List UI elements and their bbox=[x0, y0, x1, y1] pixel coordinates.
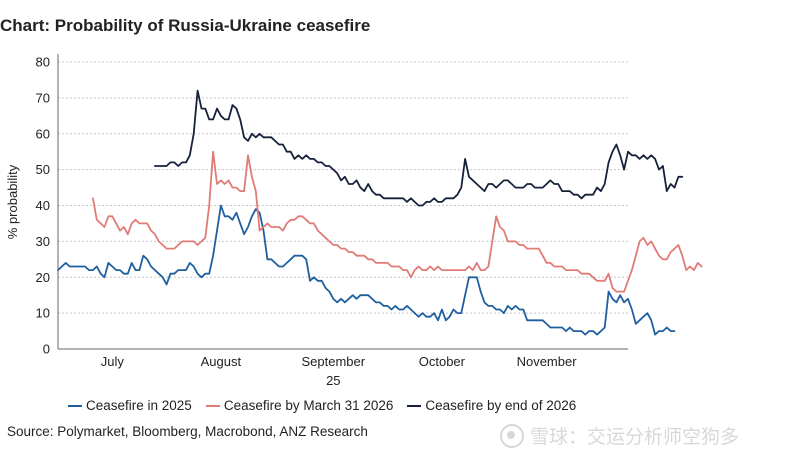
legend-item-ceasefire-end-2026: Ceasefire by end of 2026 bbox=[407, 398, 576, 413]
watermark-text: 雪球：交运分析师空狗多 bbox=[530, 427, 740, 448]
legend-label: Ceasefire by end of 2026 bbox=[425, 398, 577, 413]
y-tick-label: 70 bbox=[36, 90, 50, 105]
legend-label: Ceasefire by March 31 2026 bbox=[223, 398, 394, 413]
y-tick-label: 10 bbox=[36, 306, 50, 321]
series-line-1 bbox=[92, 150, 703, 293]
legend-swatch bbox=[68, 404, 82, 407]
legend-label: Ceasefire in 2025 bbox=[86, 398, 192, 413]
legend: Ceasefire in 2025 Ceasefire by March 31 … bbox=[68, 398, 576, 413]
x-tick-label: October bbox=[419, 354, 466, 369]
series-lines bbox=[57, 89, 703, 336]
x-tick-label: November bbox=[517, 354, 578, 369]
y-tick-label: 20 bbox=[36, 270, 50, 285]
line-chart: 0 10 20 30 40 50 60 70 80 July August September 25 Oc… bbox=[5, 54, 703, 389]
y-tick-label: 60 bbox=[36, 126, 50, 141]
y-tick-label: 0 bbox=[43, 342, 50, 357]
snowball-logo-icon bbox=[500, 423, 524, 448]
chart-title: Chart: Probability of Russia-Ukraine cea… bbox=[0, 16, 371, 35]
x-tick-label: July bbox=[101, 354, 125, 369]
gridlines bbox=[58, 61, 628, 314]
y-tick-label: 40 bbox=[36, 198, 50, 213]
source-note: Source: Polymarket, Bloomberg, Macrobond… bbox=[7, 424, 368, 439]
tick-labels: 0 10 20 30 40 50 60 70 80 July August September 25 Oc… bbox=[36, 55, 578, 389]
y-axis-title: % probability bbox=[5, 164, 20, 239]
y-tick-label: 50 bbox=[36, 162, 50, 177]
x-tick-sublabel: 25 bbox=[326, 373, 340, 388]
x-tick-label: September bbox=[302, 354, 366, 369]
series-line-2 bbox=[153, 89, 684, 207]
x-tick-label: August bbox=[201, 354, 242, 369]
legend-item-ceasefire-2025: Ceasefire in 2025 bbox=[68, 398, 192, 413]
axes bbox=[57, 54, 628, 350]
series-line-0 bbox=[57, 204, 676, 336]
y-tick-label: 30 bbox=[36, 234, 50, 249]
legend-swatch bbox=[205, 404, 220, 407]
y-tick-label: 80 bbox=[36, 55, 50, 70]
legend-item-ceasefire-march-2026: Ceasefire by March 31 2026 bbox=[205, 398, 394, 413]
legend-swatch bbox=[407, 404, 422, 407]
watermark: 雪球：交运分析师空狗多 bbox=[500, 422, 739, 449]
